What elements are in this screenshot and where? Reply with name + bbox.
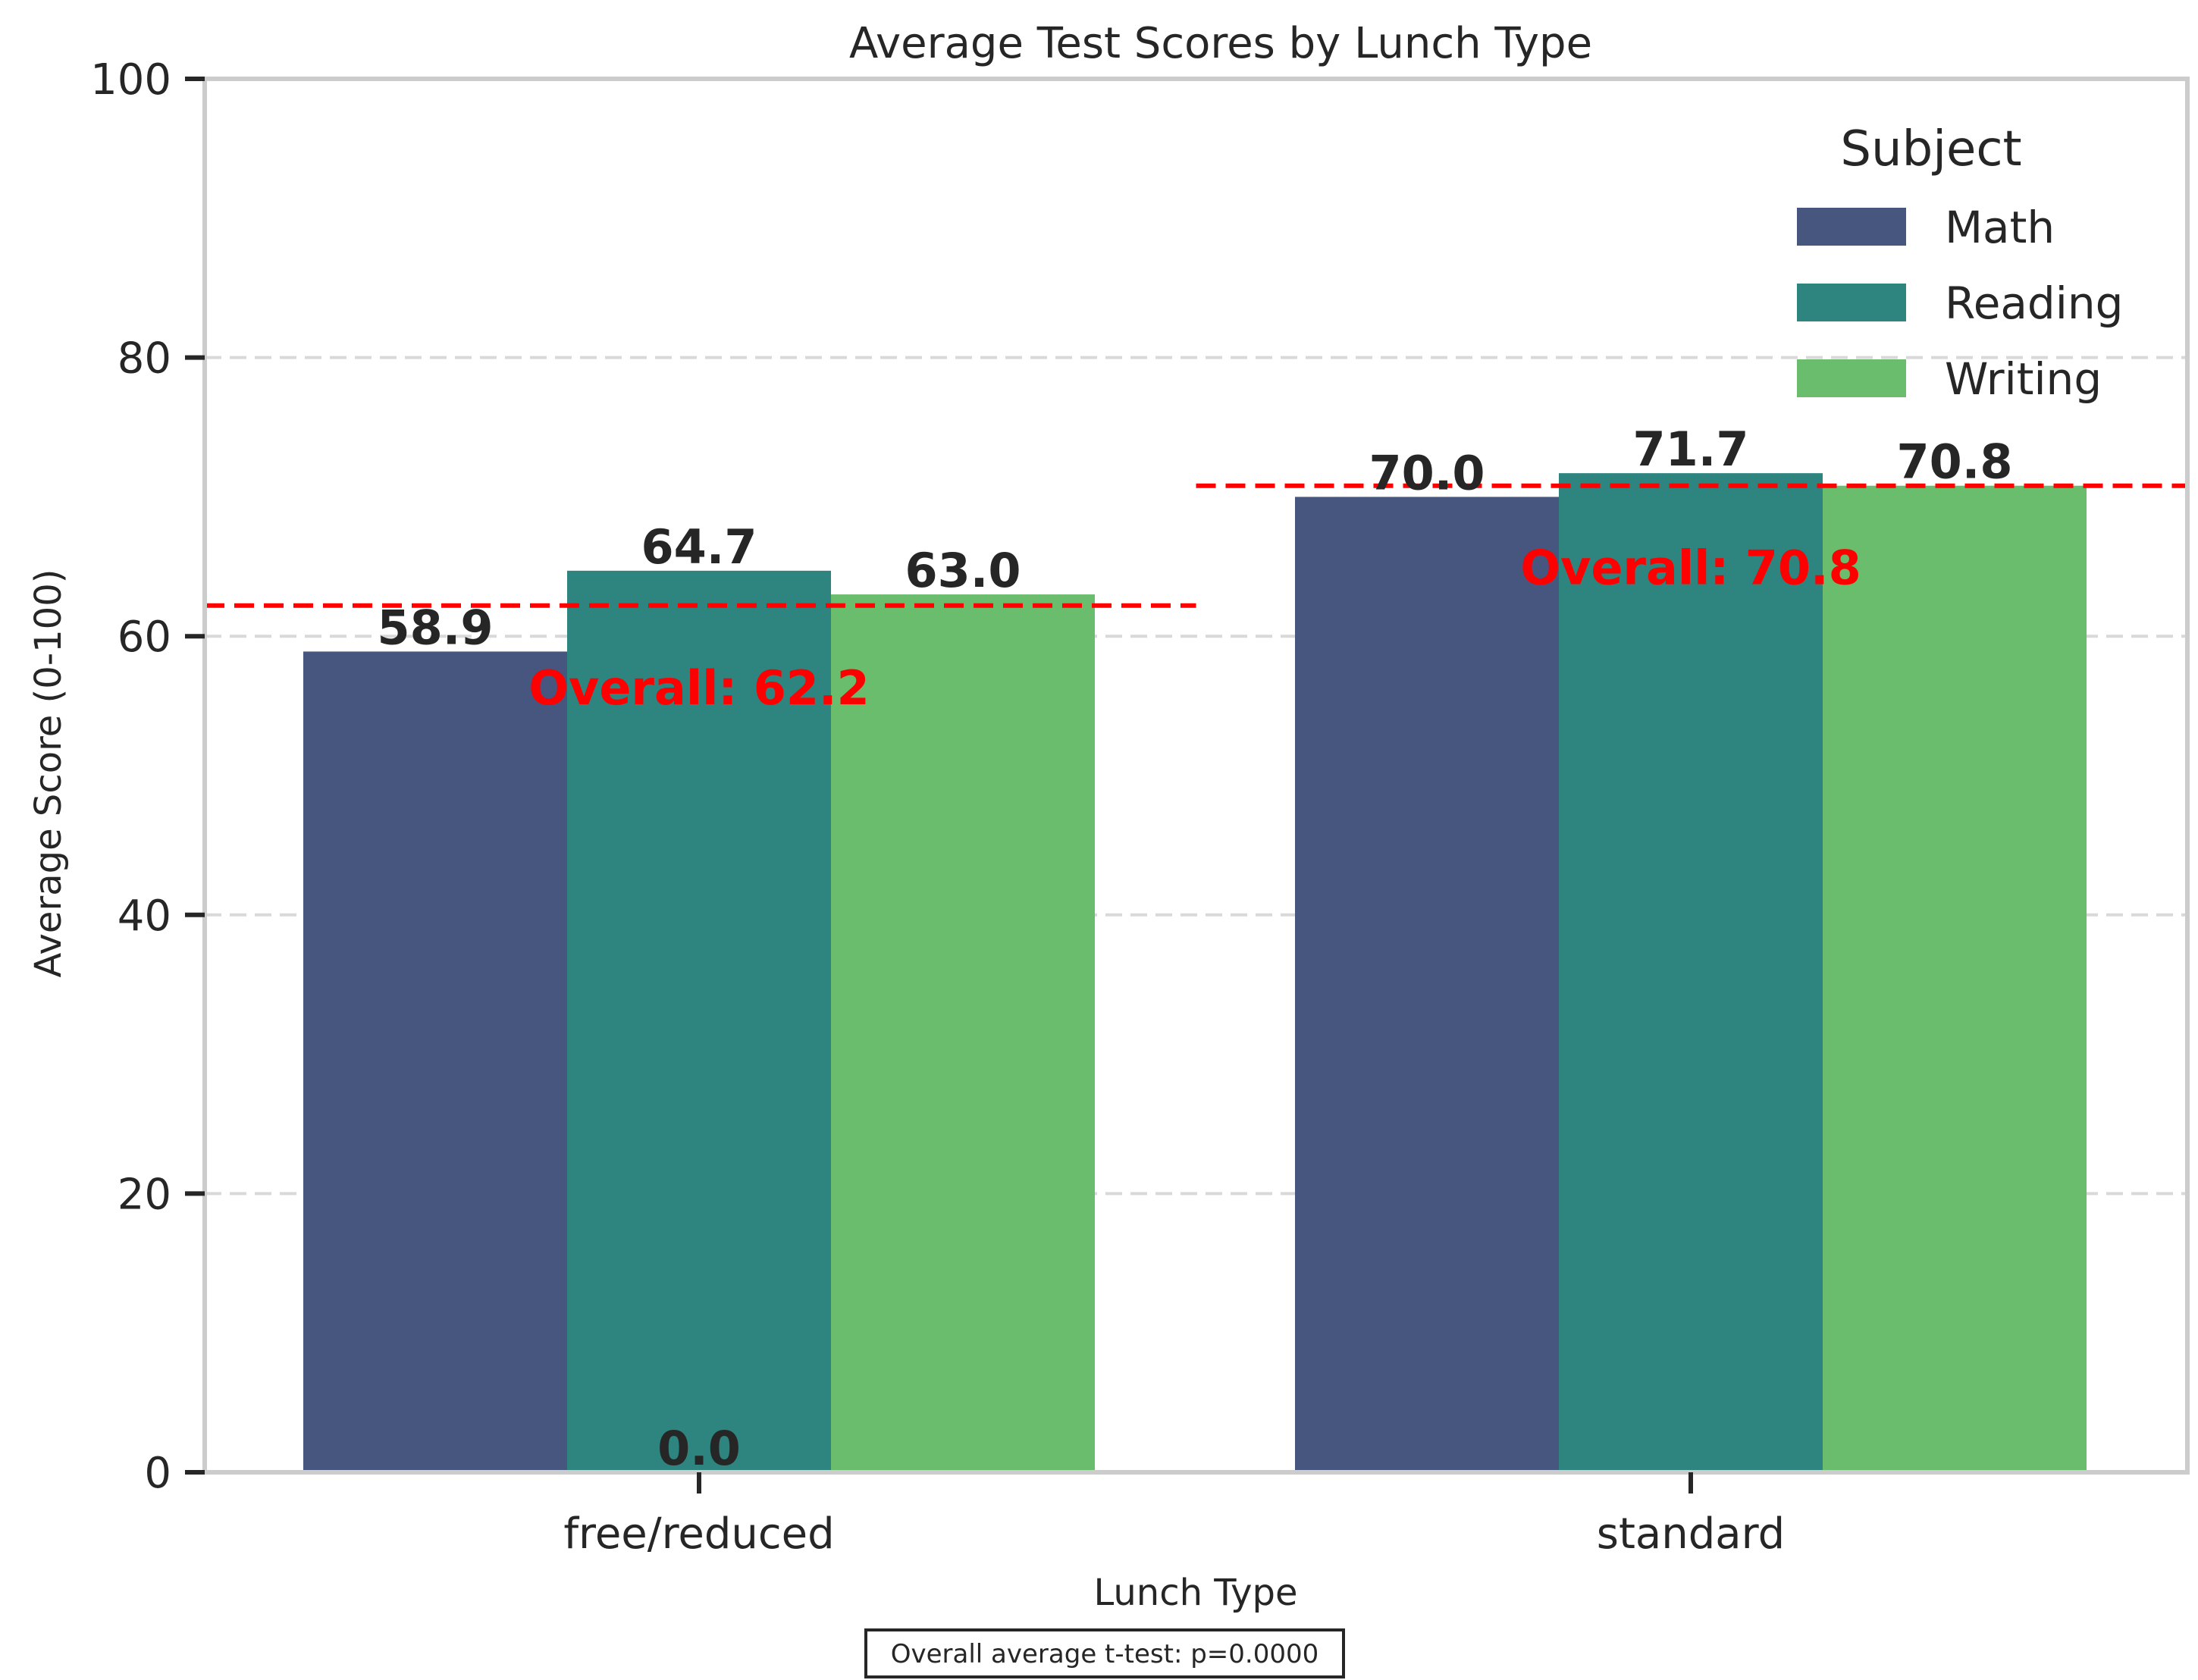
axes: 0 20 40 60 80 100 free/reduced standard — [90, 55, 1785, 1559]
legend-label-math: Math — [1945, 202, 2055, 253]
legend-label-reading: Reading — [1945, 277, 2123, 329]
t-test-note-box — [864, 1628, 1345, 1678]
y-tick-label-100: 100 — [90, 55, 171, 105]
value-label-2: 63.0 — [905, 543, 1021, 598]
y-tick-label-60: 60 — [118, 613, 171, 662]
legend-title: Subject — [1840, 121, 2021, 177]
bar-reading-free-reduced — [567, 570, 831, 1473]
bars — [303, 473, 2087, 1473]
y-tick-label-80: 80 — [118, 334, 171, 384]
bar-reading-standard — [1559, 473, 1823, 1472]
overall-lines: Overall: 62.2 Overall: 70.8 — [205, 483, 2187, 716]
legend-swatch-math — [1797, 208, 1906, 246]
bar-math-free-reduced — [303, 651, 567, 1473]
x-tick-label-free-reduced: free/reduced — [563, 1509, 834, 1559]
value-label-1: 64.7 — [641, 519, 757, 575]
legend-swatch-reading — [1797, 284, 1906, 321]
t-test-note-text: Overall average t-test: p=0.0000 — [891, 1639, 1319, 1669]
legend-label-writing: Writing — [1945, 353, 2102, 405]
plot-frame-border — [202, 77, 2190, 1475]
legend: Subject Math Reading Writing — [1797, 121, 2123, 405]
value-label-6: 70.8 — [1897, 434, 2013, 490]
bar-math-standard — [1295, 497, 1559, 1472]
y-tick-label-20: 20 — [118, 1170, 171, 1219]
y-tick-label-0: 0 — [144, 1449, 171, 1498]
legend-items: Math Reading Writing — [1797, 202, 2123, 405]
y-axis-label: Average Score (0-100) — [27, 569, 70, 978]
bar-writing-standard — [1823, 485, 2087, 1472]
x-tick-label-standard: standard — [1597, 1509, 1785, 1559]
value-label-4: 70.0 — [1369, 445, 1485, 500]
value-label-0: 58.9 — [378, 600, 494, 655]
value-labels: 58.9 64.7 63.0 0.0 70.0 71.7 70.8 — [378, 422, 2013, 1476]
value-label-5: 71.7 — [1633, 422, 1749, 477]
chart-title: Average Test Scores by Lunch Type — [849, 19, 1592, 68]
plot-frame — [202, 77, 2190, 1475]
t-test-note: Overall average t-test: p=0.0000 — [864, 1628, 1345, 1678]
overall-label-standard: Overall: 70.8 — [1520, 541, 1861, 596]
y-tick-label-40: 40 — [118, 892, 171, 941]
value-label-3: 0.0 — [657, 1421, 741, 1476]
legend-swatch-writing — [1797, 359, 1906, 397]
bar-writing-free-reduced — [831, 594, 1095, 1472]
x-axis-label: Lunch Type — [1093, 1572, 1297, 1614]
overall-label-free-reduced: Overall: 62.2 — [528, 660, 869, 716]
